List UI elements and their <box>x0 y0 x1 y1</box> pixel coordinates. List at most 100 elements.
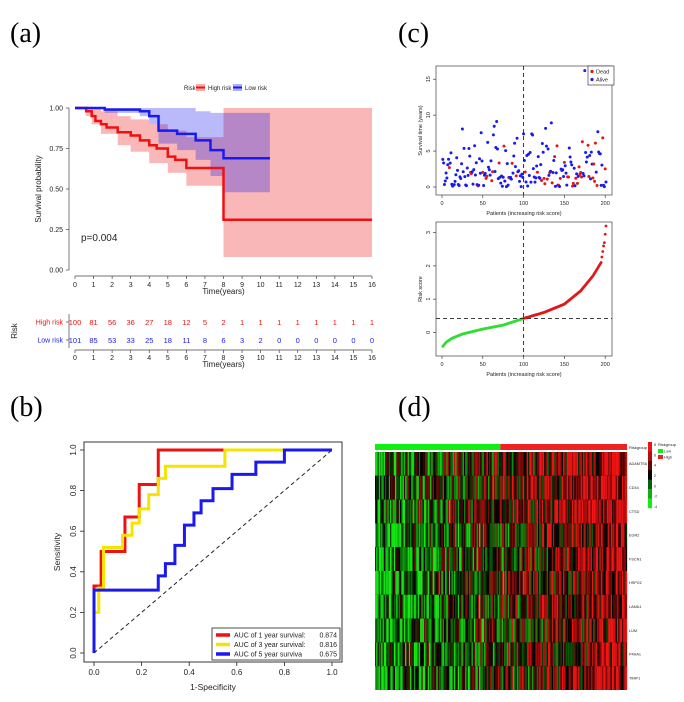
heatmap-cell <box>544 523 546 548</box>
heatmap-cell <box>579 642 581 667</box>
heatmap-cell <box>457 523 460 548</box>
heatmap-cell <box>608 571 610 595</box>
heatmap-cell <box>515 594 517 619</box>
heatmap-cell <box>566 452 569 476</box>
heatmap-cell <box>561 475 564 500</box>
heatmap-cell <box>377 523 379 548</box>
heatmap-cell <box>625 523 628 548</box>
heatmap-cell <box>436 571 438 595</box>
heatmap-cell <box>618 618 620 643</box>
heatmap-cell <box>445 571 447 595</box>
heatmap-cell <box>387 571 389 595</box>
heatmap-cell <box>543 666 545 690</box>
heatmap-cell <box>575 666 578 690</box>
heatmap-cell <box>494 523 496 548</box>
heatmap-cell <box>397 547 399 571</box>
heatmap-cell <box>527 547 530 571</box>
heatmap-cell <box>441 499 443 524</box>
heatmap-cell <box>456 547 458 571</box>
heatmap-cell <box>499 499 501 524</box>
heatmap-cell <box>534 594 536 619</box>
survtime-point-alive <box>499 181 503 185</box>
heatmap-cell <box>579 475 581 500</box>
heatmap-cell <box>461 523 463 548</box>
survtime-point-alive <box>531 133 535 137</box>
heatmap-cell <box>540 499 542 524</box>
heatmap-cell <box>451 475 453 500</box>
heatmap-cell <box>564 523 566 548</box>
heatmap-cell <box>535 571 537 595</box>
heatmap-cell <box>580 475 583 500</box>
heatmap-cell <box>504 642 506 667</box>
heatmap-cell <box>596 571 599 595</box>
heatmap-cell <box>524 666 526 690</box>
heatmap-cell <box>531 547 534 571</box>
heatmap-cell <box>591 475 594 500</box>
heatmap-cell <box>521 642 524 667</box>
heatmap-cell <box>514 642 516 667</box>
heatmap-cell <box>623 594 625 619</box>
heatmap-cell <box>435 666 437 690</box>
heatmap-cell <box>605 618 608 643</box>
heatmap-cell <box>447 571 450 595</box>
heatmap-cell <box>583 547 585 571</box>
heatmap-cell <box>589 642 591 667</box>
heatmap-cell <box>558 571 560 595</box>
heatmap-cell <box>485 523 487 548</box>
heatmap-cell <box>611 523 614 548</box>
heatmap-cell <box>561 452 564 476</box>
heatmap-cell <box>509 571 511 595</box>
survtime-point-dead <box>579 171 583 175</box>
heatmap-cell <box>603 475 605 500</box>
survtime-point-alive <box>598 152 602 156</box>
heatmap-gene-label: HSPG2 <box>629 581 642 585</box>
heatmap-cell <box>416 642 418 667</box>
heatmap-cell <box>435 547 437 571</box>
heatmap-cell <box>621 547 624 571</box>
heatmap-cell <box>415 452 417 476</box>
heatmap-cell <box>410 594 412 619</box>
survtime-point-alive <box>540 142 544 146</box>
heatmap-cell <box>388 666 391 690</box>
heatmap-cell <box>623 475 625 500</box>
heatmap-cell <box>573 642 575 667</box>
heatmap-cell <box>506 618 509 643</box>
heatmap-cell <box>433 452 436 476</box>
heatmap-cell <box>554 666 556 690</box>
heatmap-cell <box>447 547 450 571</box>
heatmap-cell <box>613 594 615 619</box>
heatmap-cell <box>420 475 422 500</box>
heatmap-cell <box>499 475 501 500</box>
heatmap-cell <box>435 452 437 476</box>
heatmap-cell <box>507 594 510 619</box>
survtime-point-dead <box>481 170 485 174</box>
heatmap-cell <box>392 666 394 690</box>
heatmap-cell <box>604 594 606 619</box>
heatmap-cell <box>462 452 465 476</box>
heatmap-cell <box>566 523 569 548</box>
heatmap-cell <box>489 618 491 643</box>
heatmap-cell <box>603 666 605 690</box>
heatmap-scale-label: 8 <box>654 443 656 447</box>
heatmap-cell <box>545 666 547 690</box>
heatmap-cell <box>472 547 475 571</box>
heatmap-cell <box>514 499 516 524</box>
heatmap-cell <box>616 571 619 595</box>
heatmap-cell <box>398 475 401 500</box>
heatmap-cell <box>519 547 521 571</box>
heatmap-cell <box>443 594 446 619</box>
heatmap-cell <box>397 666 399 690</box>
heatmap-cell <box>490 523 492 548</box>
heatmap-cell <box>564 642 566 667</box>
heatmap-cell <box>375 547 377 571</box>
heatmap-cell <box>469 452 471 476</box>
heatmap-cell <box>423 452 426 476</box>
heatmap-cell <box>477 523 480 548</box>
heatmap-cell <box>472 642 475 667</box>
heatmap-cell <box>568 452 570 476</box>
heatmap-cell <box>407 452 410 476</box>
heatmap-cell <box>596 666 599 690</box>
heatmap-cell <box>560 499 562 524</box>
heatmap-cell <box>605 594 608 619</box>
heatmap-cell <box>471 666 473 690</box>
